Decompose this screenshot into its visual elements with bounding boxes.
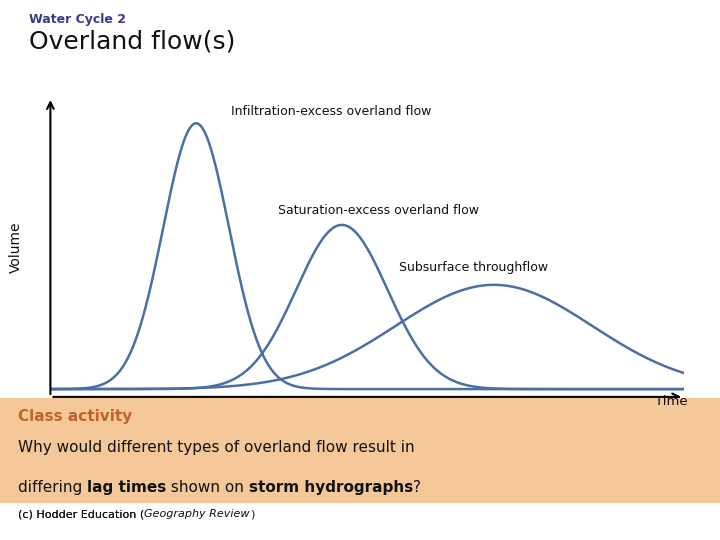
Text: Infiltration-excess overland flow: Infiltration-excess overland flow	[231, 105, 431, 118]
Text: (c) Hodder Education (: (c) Hodder Education (	[18, 509, 144, 519]
Text: differing: differing	[18, 480, 87, 495]
Text: Why would different types of overland flow result in: Why would different types of overland fl…	[18, 440, 415, 455]
Text: Geography Review: Geography Review	[144, 509, 250, 519]
Text: Water Cycle 2: Water Cycle 2	[29, 14, 126, 26]
Text: shown on: shown on	[166, 480, 249, 495]
Text: ): )	[250, 509, 254, 519]
Text: storm hydrographs: storm hydrographs	[249, 480, 413, 495]
Text: Time: Time	[655, 395, 688, 408]
Text: Saturation-excess overland flow: Saturation-excess overland flow	[279, 204, 480, 217]
Text: (c) Hodder Education (: (c) Hodder Education (	[18, 509, 144, 519]
Text: Volume: Volume	[9, 221, 22, 273]
Text: Overland flow(s): Overland flow(s)	[29, 30, 235, 53]
Text: lag times: lag times	[87, 480, 166, 495]
Text: Subsurface throughflow: Subsurface throughflow	[399, 261, 548, 274]
Text: ?: ?	[413, 480, 421, 495]
Text: Class activity: Class activity	[18, 408, 132, 423]
